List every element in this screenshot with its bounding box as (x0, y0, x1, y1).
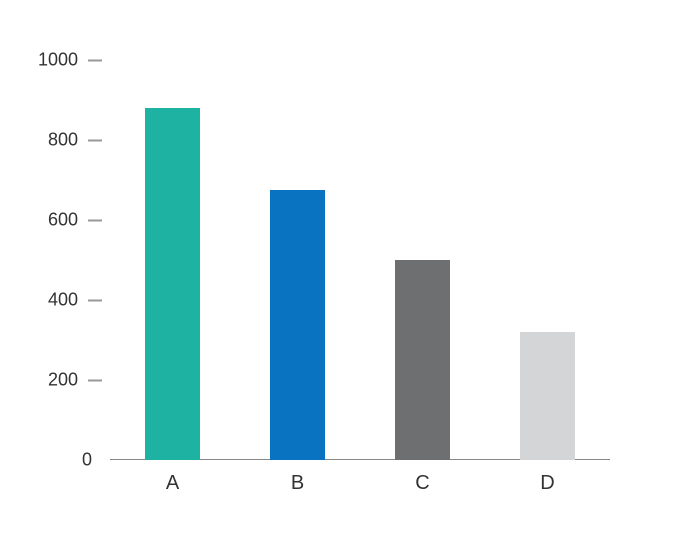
x-category-label: D (540, 472, 554, 495)
bar (395, 260, 450, 460)
bar (145, 108, 200, 460)
y-tick-label: 800 (38, 130, 88, 151)
y-tick-label: 1000 (38, 50, 88, 71)
y-tick-mark (88, 379, 102, 381)
plot-area: 02004006008001000ABCD (110, 60, 610, 460)
bars-group (110, 60, 610, 460)
bar (520, 332, 575, 460)
bar (270, 190, 325, 460)
y-tick: 200 (38, 370, 102, 391)
y-tick-mark (88, 139, 102, 141)
y-tick-mark (88, 59, 102, 61)
y-tick: 600 (38, 210, 102, 231)
y-tick-label: 200 (38, 370, 88, 391)
y-tick: 400 (38, 290, 102, 311)
y-tick-label: 400 (38, 290, 88, 311)
x-category-label: C (415, 472, 429, 495)
y-tick: 0 (52, 450, 102, 471)
y-tick-mark (88, 219, 102, 221)
y-tick-label: 0 (52, 450, 102, 471)
x-category-label: B (291, 472, 304, 495)
y-tick-mark (88, 299, 102, 301)
y-tick: 1000 (38, 50, 102, 71)
y-tick-label: 600 (38, 210, 88, 231)
y-tick: 800 (38, 130, 102, 151)
bar-chart: 0 200 400 600 800 1000 A B C D (0, 0, 700, 546)
x-category-label: A (166, 472, 179, 495)
